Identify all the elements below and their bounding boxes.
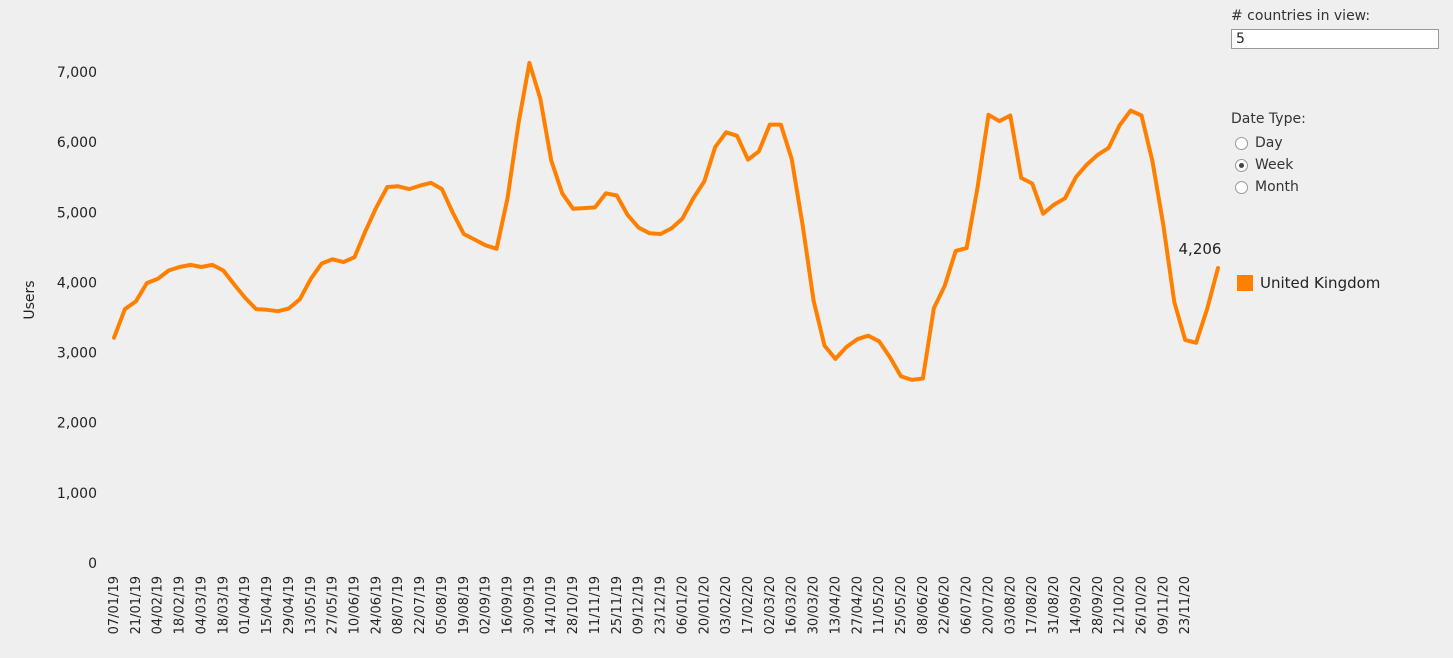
y-tick-label: 0 <box>88 556 97 572</box>
legend-swatch <box>1237 275 1253 291</box>
x-tick-label: 14/10/19 <box>544 576 559 634</box>
x-tick-label: 11/05/20 <box>872 576 887 634</box>
y-tick-label: 2,000 <box>57 416 97 432</box>
x-tick-label: 25/11/19 <box>610 576 625 634</box>
x-tick-label: 15/04/19 <box>260 576 275 634</box>
x-tick-label: 07/01/19 <box>107 576 122 634</box>
x-tick-label: 09/12/19 <box>632 576 647 634</box>
x-tick-label: 26/10/20 <box>1134 576 1149 634</box>
date-type-label: Date Type: <box>1231 111 1306 127</box>
x-tick-label: 27/05/19 <box>326 576 341 634</box>
x-tick-label: 17/08/20 <box>1025 576 1040 634</box>
controls-panel: # countries in view: Date Type: Day Week… <box>1231 8 1446 198</box>
countries-in-view-input[interactable] <box>1231 29 1439 49</box>
x-tick-label: 29/04/19 <box>282 576 297 634</box>
x-tick-label: 22/07/19 <box>413 576 428 634</box>
legend[interactable]: United Kingdom <box>1237 274 1380 292</box>
legend-label: United Kingdom <box>1260 274 1381 292</box>
x-tick-label: 20/07/20 <box>981 576 996 634</box>
date-type-group: Date Type: Day Week Month <box>1231 111 1446 198</box>
x-tick-label: 14/09/20 <box>1069 576 1084 634</box>
x-tick-label: 19/08/19 <box>457 576 472 634</box>
x-tick-label: 24/06/19 <box>369 576 384 634</box>
x-tick-label: 13/05/19 <box>304 576 319 634</box>
radio-week-icon <box>1235 158 1248 172</box>
series-group <box>112 60 1220 382</box>
x-tick-label: 02/03/20 <box>763 576 778 634</box>
x-tick-label: 18/02/19 <box>173 576 188 634</box>
radio-day-icon <box>1235 136 1248 150</box>
x-tick-label: 30/03/20 <box>807 576 822 634</box>
x-tick-label: 18/03/19 <box>216 576 231 634</box>
x-tick-label: 13/04/20 <box>828 576 843 634</box>
date-type-day-label: Day <box>1255 135 1283 151</box>
date-type-month[interactable]: Month <box>1231 176 1446 198</box>
x-tick-label: 23/11/20 <box>1178 576 1193 634</box>
date-type-week[interactable]: Week <box>1231 154 1446 176</box>
y-axis-ticks: 0 1,000 2,000 3,000 4,000 5,000 6,000 7,000 <box>57 65 97 572</box>
x-tick-label: 27/04/20 <box>850 576 865 634</box>
y-tick-label: 7,000 <box>57 65 97 81</box>
x-tick-label: 06/07/20 <box>960 576 975 634</box>
countries-in-view-label: # countries in view: <box>1231 8 1371 24</box>
y-tick-label: 4,000 <box>57 275 97 291</box>
x-tick-label: 25/05/20 <box>894 576 909 634</box>
x-axis-ticks: 07/01/19 21/01/19 04/02/19 18/02/19 04/03/19… <box>107 576 1193 634</box>
x-tick-label: 28/10/19 <box>566 576 581 634</box>
series-line-united-kingdom[interactable] <box>112 60 1220 382</box>
x-tick-label: 11/11/19 <box>588 576 603 634</box>
x-tick-label: 21/01/19 <box>129 576 144 634</box>
x-tick-label: 17/02/20 <box>741 576 756 634</box>
x-tick-label: 22/06/20 <box>938 576 953 634</box>
x-tick-label: 23/12/19 <box>654 576 669 634</box>
y-tick-label: 3,000 <box>57 346 97 362</box>
x-tick-label: 10/06/19 <box>347 576 362 634</box>
x-tick-label: 20/01/20 <box>697 576 712 634</box>
x-tick-label: 16/03/20 <box>785 576 800 634</box>
x-tick-label: 09/11/20 <box>1156 576 1171 634</box>
y-tick-label: 1,000 <box>57 486 97 502</box>
date-type-week-label: Week <box>1255 157 1294 173</box>
x-tick-label: 31/08/20 <box>1047 576 1062 634</box>
radio-month-icon <box>1235 180 1248 194</box>
x-tick-label: 08/06/20 <box>916 576 931 634</box>
date-type-month-label: Month <box>1255 179 1299 195</box>
x-tick-label: 08/07/19 <box>391 576 406 634</box>
y-tick-label: 6,000 <box>57 135 97 151</box>
x-tick-label: 06/01/20 <box>675 576 690 634</box>
x-tick-label: 16/09/19 <box>501 576 516 634</box>
x-tick-label: 28/09/20 <box>1091 576 1106 634</box>
date-type-day[interactable]: Day <box>1231 132 1446 154</box>
x-tick-label: 30/09/19 <box>522 576 537 634</box>
x-tick-label: 05/08/19 <box>435 576 450 634</box>
x-tick-label: 02/09/19 <box>479 576 494 634</box>
x-tick-label: 04/02/19 <box>151 576 166 634</box>
x-tick-label: 03/08/20 <box>1003 576 1018 634</box>
data-label-last: 4,206 <box>1179 240 1222 258</box>
x-tick-label: 03/02/20 <box>719 576 734 634</box>
x-tick-label: 12/10/20 <box>1113 576 1128 634</box>
y-tick-label: 5,000 <box>57 205 97 221</box>
x-tick-label: 01/04/19 <box>238 576 253 634</box>
y-axis-title: Users <box>22 280 38 319</box>
x-tick-label: 04/03/19 <box>194 576 209 634</box>
